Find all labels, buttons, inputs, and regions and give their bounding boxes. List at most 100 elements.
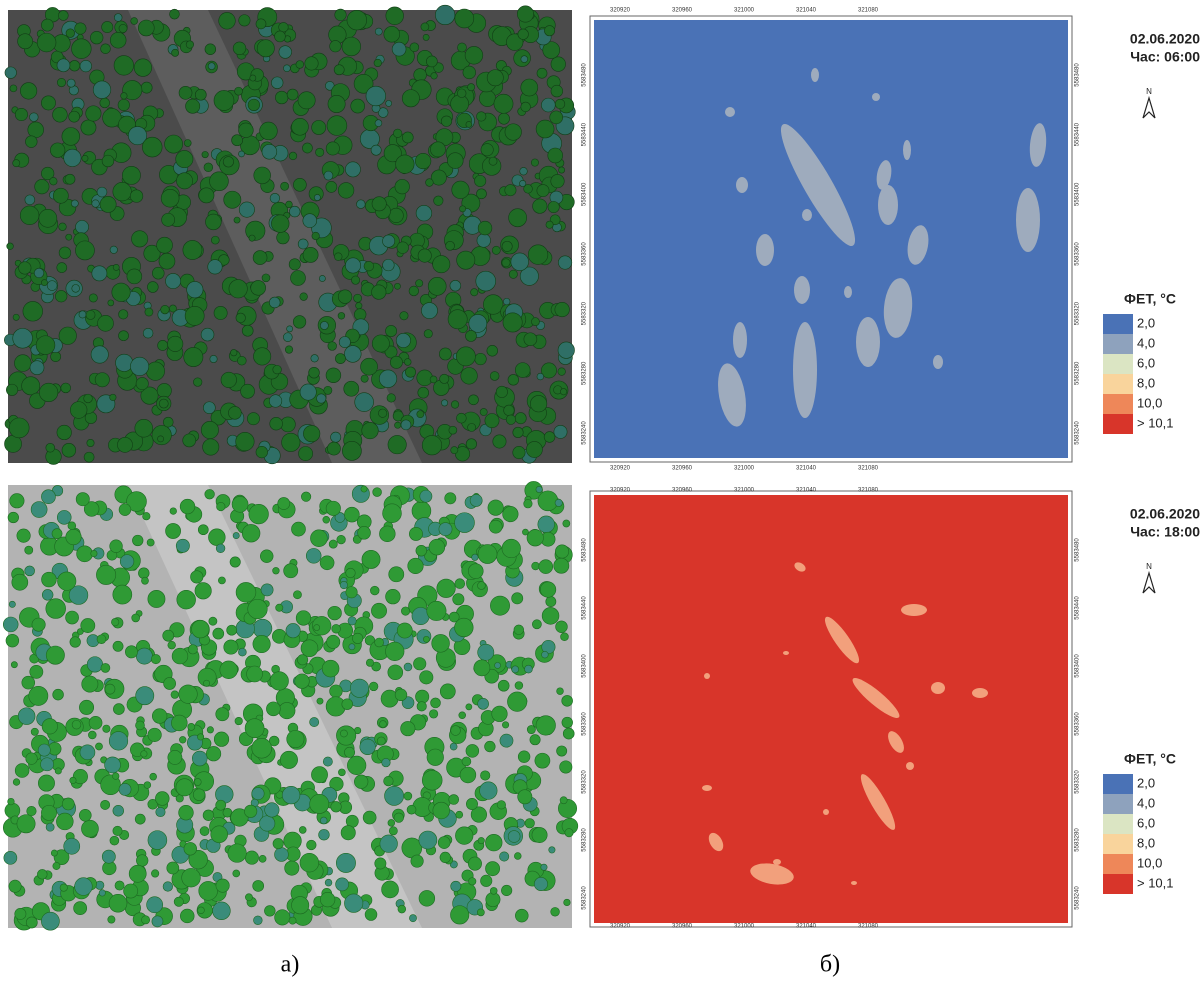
tree: [563, 898, 571, 907]
tree: [100, 43, 111, 54]
tree: [501, 258, 511, 268]
tree: [104, 756, 121, 774]
tree: [491, 705, 508, 722]
tree: [432, 801, 450, 820]
tree: [330, 801, 342, 813]
tree: [331, 624, 341, 634]
tree: [548, 846, 556, 854]
tree: [288, 258, 301, 271]
tree: [222, 156, 234, 168]
tree: [252, 618, 273, 639]
map-patch: [856, 317, 880, 367]
tree: [421, 769, 443, 791]
tree: [557, 367, 566, 376]
tree: [415, 544, 428, 557]
tree: [29, 664, 44, 679]
tree: [25, 135, 38, 148]
map-patch: [708, 832, 724, 852]
tree: [152, 266, 165, 280]
tree: [510, 252, 529, 272]
tree: [203, 162, 214, 173]
tree: [385, 325, 398, 337]
tree: [321, 659, 340, 678]
tree: [238, 201, 255, 218]
tree: [360, 485, 368, 493]
tree: [382, 258, 395, 272]
tree: [359, 738, 376, 755]
tree: [210, 235, 220, 245]
tree: [329, 684, 343, 698]
tree: [9, 84, 18, 93]
tree: [38, 209, 58, 228]
tree: [399, 311, 409, 321]
map-patch: [702, 785, 712, 791]
tree: [305, 548, 322, 564]
tree: [330, 431, 342, 443]
tree: [126, 268, 143, 285]
legend-title: ФЕТ, °C: [1124, 751, 1176, 767]
tree: [385, 641, 405, 661]
tree: [252, 635, 271, 654]
tree: [207, 259, 223, 275]
y-coord-label: 5583320: [1075, 770, 1081, 794]
tree: [215, 799, 227, 811]
tree: [468, 314, 488, 333]
tree: [361, 422, 379, 440]
tree: [112, 182, 132, 202]
tree: [276, 231, 290, 245]
tree: [7, 797, 15, 806]
tree: [498, 112, 510, 125]
tree: [162, 416, 174, 428]
tree: [477, 220, 493, 236]
tree: [215, 707, 230, 722]
tree: [323, 385, 333, 395]
tree: [107, 915, 116, 924]
legend-label: 6,0: [1137, 815, 1155, 830]
tree: [213, 731, 230, 747]
tree: [216, 502, 226, 512]
tree: [364, 908, 378, 921]
tree: [455, 810, 464, 819]
tree: [493, 93, 514, 114]
tree: [353, 293, 362, 303]
tree: [252, 250, 268, 265]
tree: [122, 80, 143, 101]
tree: [147, 830, 168, 850]
tree: [96, 186, 108, 198]
tree: [535, 715, 556, 736]
tree: [266, 701, 281, 717]
tree: [327, 441, 341, 456]
tree: [29, 360, 45, 375]
tree: [80, 119, 97, 136]
tree: [112, 584, 133, 605]
x-coord-label: 321000: [734, 466, 755, 472]
tree: [410, 854, 424, 868]
tree: [29, 112, 39, 122]
tree: [534, 752, 551, 769]
tree: [6, 242, 14, 250]
tree: [58, 326, 77, 345]
map-patch: [704, 673, 710, 679]
tree: [278, 22, 289, 33]
tree: [191, 620, 210, 639]
tree: [454, 8, 475, 29]
tree: [102, 724, 111, 733]
map-patch: [876, 160, 892, 190]
map-patch: [852, 677, 900, 719]
tree: [193, 778, 202, 786]
tree: [59, 883, 68, 892]
tree: [555, 620, 568, 633]
tree: [383, 775, 394, 787]
tree: [383, 26, 401, 43]
tree: [417, 248, 432, 263]
tree: [88, 293, 98, 303]
tree: [405, 366, 417, 378]
tree: [278, 702, 296, 720]
tree: [91, 199, 100, 208]
tree: [476, 111, 487, 122]
tree: [79, 699, 95, 715]
tree: [71, 38, 92, 59]
tree: [155, 791, 170, 806]
tree: [409, 42, 420, 53]
tree: [345, 567, 356, 579]
